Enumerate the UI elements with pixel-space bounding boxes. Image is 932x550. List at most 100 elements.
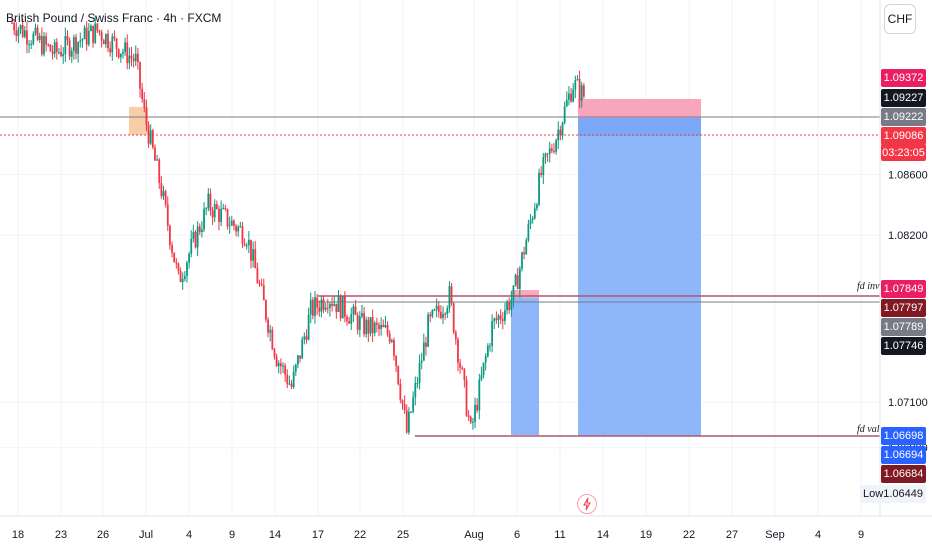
candle-body [13,22,16,31]
pink-zone-1 [511,290,539,298]
price-tag-fd-inv: 1.07849 [881,280,926,298]
candle-body [525,240,528,255]
candle-body [497,315,500,321]
currency-button[interactable]: CHF [884,4,916,34]
candle-body [126,42,129,64]
candle-body [495,318,498,321]
candle-body [28,44,30,46]
candle-body [102,40,105,45]
candle-body [284,365,287,375]
grid [0,0,880,516]
candle-body [55,42,58,53]
candle-body [104,34,107,45]
candle-body [109,48,112,53]
candle-body [324,307,327,310]
candle-body [454,332,457,340]
candle-body [363,313,365,335]
candle-body [367,319,370,334]
candle-body [433,309,436,311]
candle-body [58,52,60,54]
candle-body [169,225,171,246]
candle-body [215,204,218,209]
candle-body [98,30,101,33]
candle-body [337,295,340,312]
candle-body [512,285,515,300]
candle-body [557,129,560,141]
candle-body [382,324,385,328]
candle-body [467,415,470,417]
candle-body [179,271,182,283]
candle-body [72,37,75,51]
candle-body [390,340,393,342]
candle-body [277,363,280,367]
candle-body [192,231,195,239]
candle-body [546,153,549,155]
candle-body [145,107,148,125]
candle-body [378,324,380,329]
candle-body [32,33,35,44]
candle-body [322,299,325,310]
candle-body [17,29,20,37]
candle-body [239,226,242,228]
candle-body [384,325,387,328]
candle-body [508,302,511,310]
candle-body [375,322,378,325]
candle-body [117,48,120,58]
candle-body [550,148,553,152]
x-tick-label: 26 [97,529,109,541]
candle-body [173,252,176,263]
candle-body [356,315,359,330]
candle-body [418,362,421,383]
candle-body [448,286,451,309]
lightning-icon[interactable] [577,494,597,514]
candle-body [220,208,223,223]
candle-body [311,299,314,316]
candle-body [156,159,159,161]
x-tick-label: 17 [312,529,324,541]
candle-body [77,42,80,54]
low-label: Low [863,488,884,500]
candle-body [256,268,259,284]
candle-body [465,380,468,416]
candle-body [346,316,348,322]
x-tick-label: 22 [683,529,695,541]
candle-body [243,244,246,246]
candle-body [181,278,184,283]
x-axis-ticks: 18 23 26 Jul 4 9 14 17 22 25 Aug 6 11 14 19 22 27 Sep 4 9 [12,529,864,541]
candle-body [536,204,538,209]
candle-body [580,85,583,101]
candle-body [124,42,126,53]
candle-body [444,313,447,315]
candle-body [201,229,203,232]
candle-body [329,303,331,308]
price-tag-target: 1.09372 [881,69,926,87]
candle-body [143,99,146,108]
candle-body [34,27,37,34]
candle-body [224,207,227,209]
y-tick-label: 1.08600 [888,170,928,182]
candle-body [510,299,513,310]
candle-body [273,349,276,357]
candle-body [403,404,406,411]
candle-body [286,374,289,385]
candle-body [122,52,124,54]
candle-body [578,79,581,101]
candle-body [380,324,383,329]
candle-body [476,404,479,411]
candle-body [294,364,297,372]
candle-body [568,93,570,100]
candle-body [405,410,408,433]
candle-body [316,297,319,308]
candle-body [269,329,272,333]
candle-body [90,25,92,32]
candle-body [190,238,193,254]
candle-body [158,159,161,183]
candle-body [134,53,137,62]
candle-body [271,329,274,350]
candle-body [45,36,48,45]
candle-body [561,122,564,136]
price-tag-current: 1.09086 [881,127,926,145]
candle-body [213,204,216,218]
